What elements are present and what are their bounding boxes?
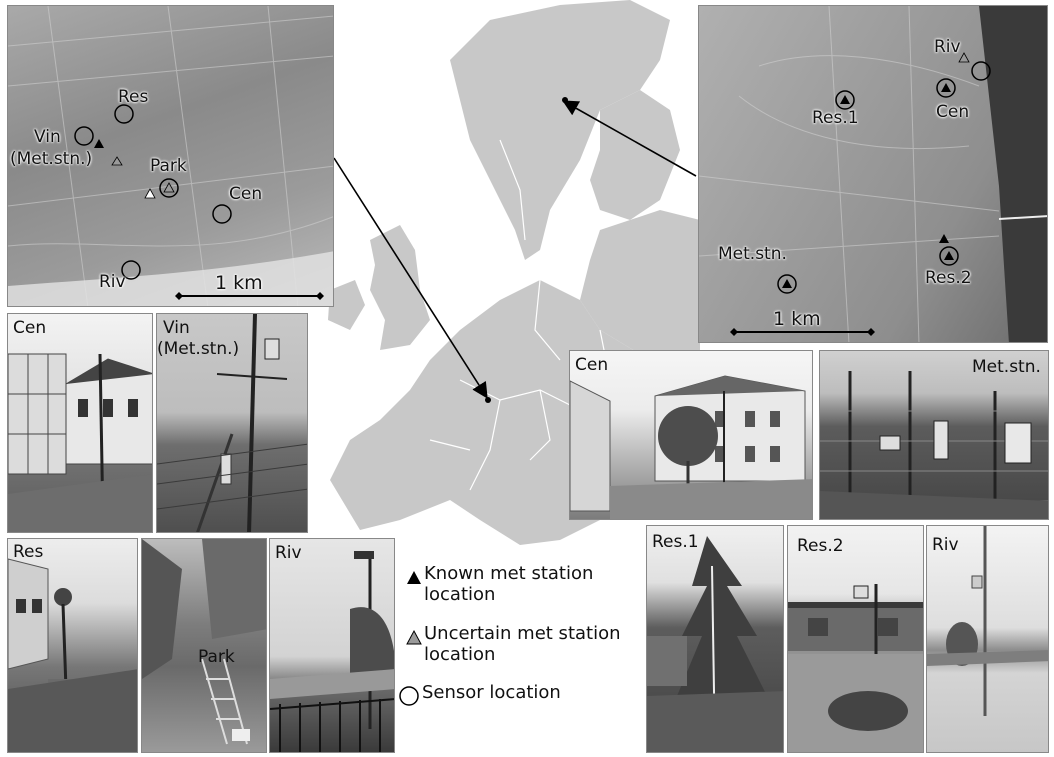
map-label-res1: Res.1: [812, 108, 859, 128]
sensor-res2-marker: [939, 246, 959, 266]
photo-left-cen: Cen: [7, 313, 153, 533]
map-label-cen-right: Cen: [936, 102, 970, 122]
eastern-land: [580, 210, 700, 360]
photo-left-riv: Riv: [269, 538, 395, 753]
photo-label-left-riv: Riv: [275, 543, 302, 563]
photo-label-right-met-stn: Met.stn.: [972, 357, 1041, 377]
sensor-vin-marker: [74, 126, 94, 146]
photo-left-vin: Vin (Met.stn.): [156, 313, 308, 533]
photo-left-res: Res: [7, 538, 138, 753]
map-label-vin: Vin: [34, 127, 61, 147]
known-station-vin: [94, 139, 104, 148]
photo-right-riv: Riv: [926, 525, 1049, 753]
right-aerial-map: Riv Res.1 Cen Met.stn. Res.2 1 km: [698, 5, 1048, 343]
finland-land: [590, 90, 680, 220]
arrow-right-map: [562, 100, 697, 177]
sensor-res-marker: [114, 104, 134, 124]
legend: Known met station location Uncertain met…: [398, 562, 648, 712]
italy-land: [510, 440, 570, 535]
map-label-riv: Riv: [99, 272, 126, 292]
uncertain-station-park: [144, 188, 156, 199]
legend-known-text: Known met station location: [424, 563, 594, 605]
scandinavia-land: [450, 0, 670, 260]
map-label-park: Park: [150, 156, 187, 176]
arrow-left-map: [333, 157, 488, 399]
legend-known-icon: [407, 571, 421, 584]
sensor-cen-right-marker: [936, 78, 956, 98]
photo-label-left-res: Res: [13, 542, 44, 562]
photo-label-right-res2: Res.2: [797, 536, 844, 556]
map-label-res: Res: [118, 87, 149, 107]
photo-label-left-vin: Vin: [163, 318, 190, 338]
legend-sensor-text: Sensor location: [422, 682, 561, 703]
sensor-riv-right-marker: [971, 61, 991, 81]
photo-label-right-riv: Riv: [932, 535, 959, 555]
photo-label-left-park: Park: [198, 647, 235, 667]
photo-label-right-res1: Res.1: [652, 532, 699, 552]
sensor-met-stn-marker: [777, 274, 797, 294]
left-scale-label: 1 km: [215, 272, 263, 294]
sensor-park-marker: [159, 178, 179, 198]
britain-land: [370, 225, 430, 350]
sensor-riv-marker: [121, 260, 141, 280]
map-label-met-stn-right: Met.stn.: [718, 244, 787, 264]
map-label-met-stn: (Met.stn.): [10, 149, 93, 169]
map-label-res2: Res.2: [925, 268, 972, 288]
sensor-cen-marker: [212, 204, 232, 224]
photo-label-right-cen: Cen: [575, 355, 609, 375]
map-label-cen: Cen: [229, 184, 263, 204]
uncertain-station-vin: [111, 156, 123, 166]
left-aerial-map: Res Vin (Met.stn.) Park Cen Riv 1 km: [7, 5, 334, 307]
right-scale-label: 1 km: [773, 308, 821, 330]
photo-label-left-cen: Cen: [13, 318, 47, 338]
photo-right-met-stn: Met.stn.: [819, 350, 1049, 520]
photo-left-park: Park: [141, 538, 267, 753]
known-station-res2: [939, 234, 949, 243]
ireland-land: [328, 280, 365, 330]
uncertain-station-riv: [958, 52, 970, 63]
sensor-res1-marker: [835, 90, 855, 110]
legend-uncertain-text: Uncertain met station location: [424, 623, 621, 665]
map-label-riv-right: Riv: [934, 37, 961, 57]
legend-sensor-icon: [399, 686, 419, 706]
photo-right-res2: Res.2: [787, 525, 924, 753]
legend-uncertain-icon: [406, 629, 422, 645]
photo-label-left-vin-sub: (Met.stn.): [157, 339, 240, 359]
photo-right-res1: Res.1: [646, 525, 784, 753]
photo-right-cen: Cen: [569, 350, 813, 520]
